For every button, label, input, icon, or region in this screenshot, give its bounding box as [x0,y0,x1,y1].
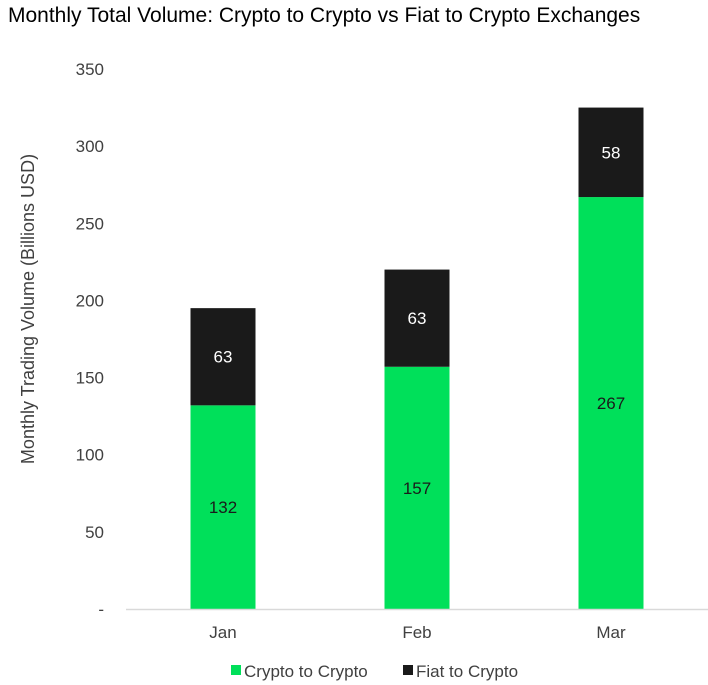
chart-title: Monthly Total Volume: Crypto to Crypto v… [8,4,641,27]
y-tick-label: 350 [76,60,104,79]
legend-swatch [403,665,413,675]
data-label: 63 [214,348,233,367]
legend-label: Crypto to Crypto [244,662,368,681]
y-tick-label: 300 [76,137,104,156]
data-label: 157 [403,479,431,498]
x-tick-label: Mar [596,623,626,642]
data-label: 58 [602,143,621,162]
data-label: 63 [408,309,427,328]
y-axis-label-group: Monthly Trading Volume (Billions USD) [18,154,38,464]
bars: 132 63 157 63 267 58 [190,107,644,610]
bar-crypto-to-crypto-feb [384,366,450,609]
legend-swatch [231,665,241,675]
y-tick-label: 100 [76,446,104,465]
bar-crypto-to-crypto-jan [190,405,256,609]
data-label: 267 [597,394,625,413]
y-axis-ticks: - 50 100 150 200 250 300 350 [76,60,104,619]
data-label: 132 [209,498,237,517]
legend: Crypto to Crypto Fiat to Crypto [231,662,518,681]
bar-crypto-to-crypto-mar [578,197,644,610]
y-tick-label: - [98,600,104,619]
y-axis-label: Monthly Trading Volume (Billions USD) [18,154,38,464]
x-axis: Jan Feb Mar [126,608,708,642]
legend-label: Fiat to Crypto [416,662,518,681]
y-tick-label: 150 [76,369,104,388]
bar-fiat-to-crypto-jan [190,308,256,406]
bar-fiat-to-crypto-mar [578,107,644,198]
x-tick-label: Jan [209,623,236,642]
bar-fiat-to-crypto-feb [384,269,450,367]
x-tick-label: Feb [402,623,431,642]
y-tick-label: 250 [76,214,104,233]
y-tick-label: 50 [85,523,104,542]
y-tick-label: 200 [76,291,104,310]
